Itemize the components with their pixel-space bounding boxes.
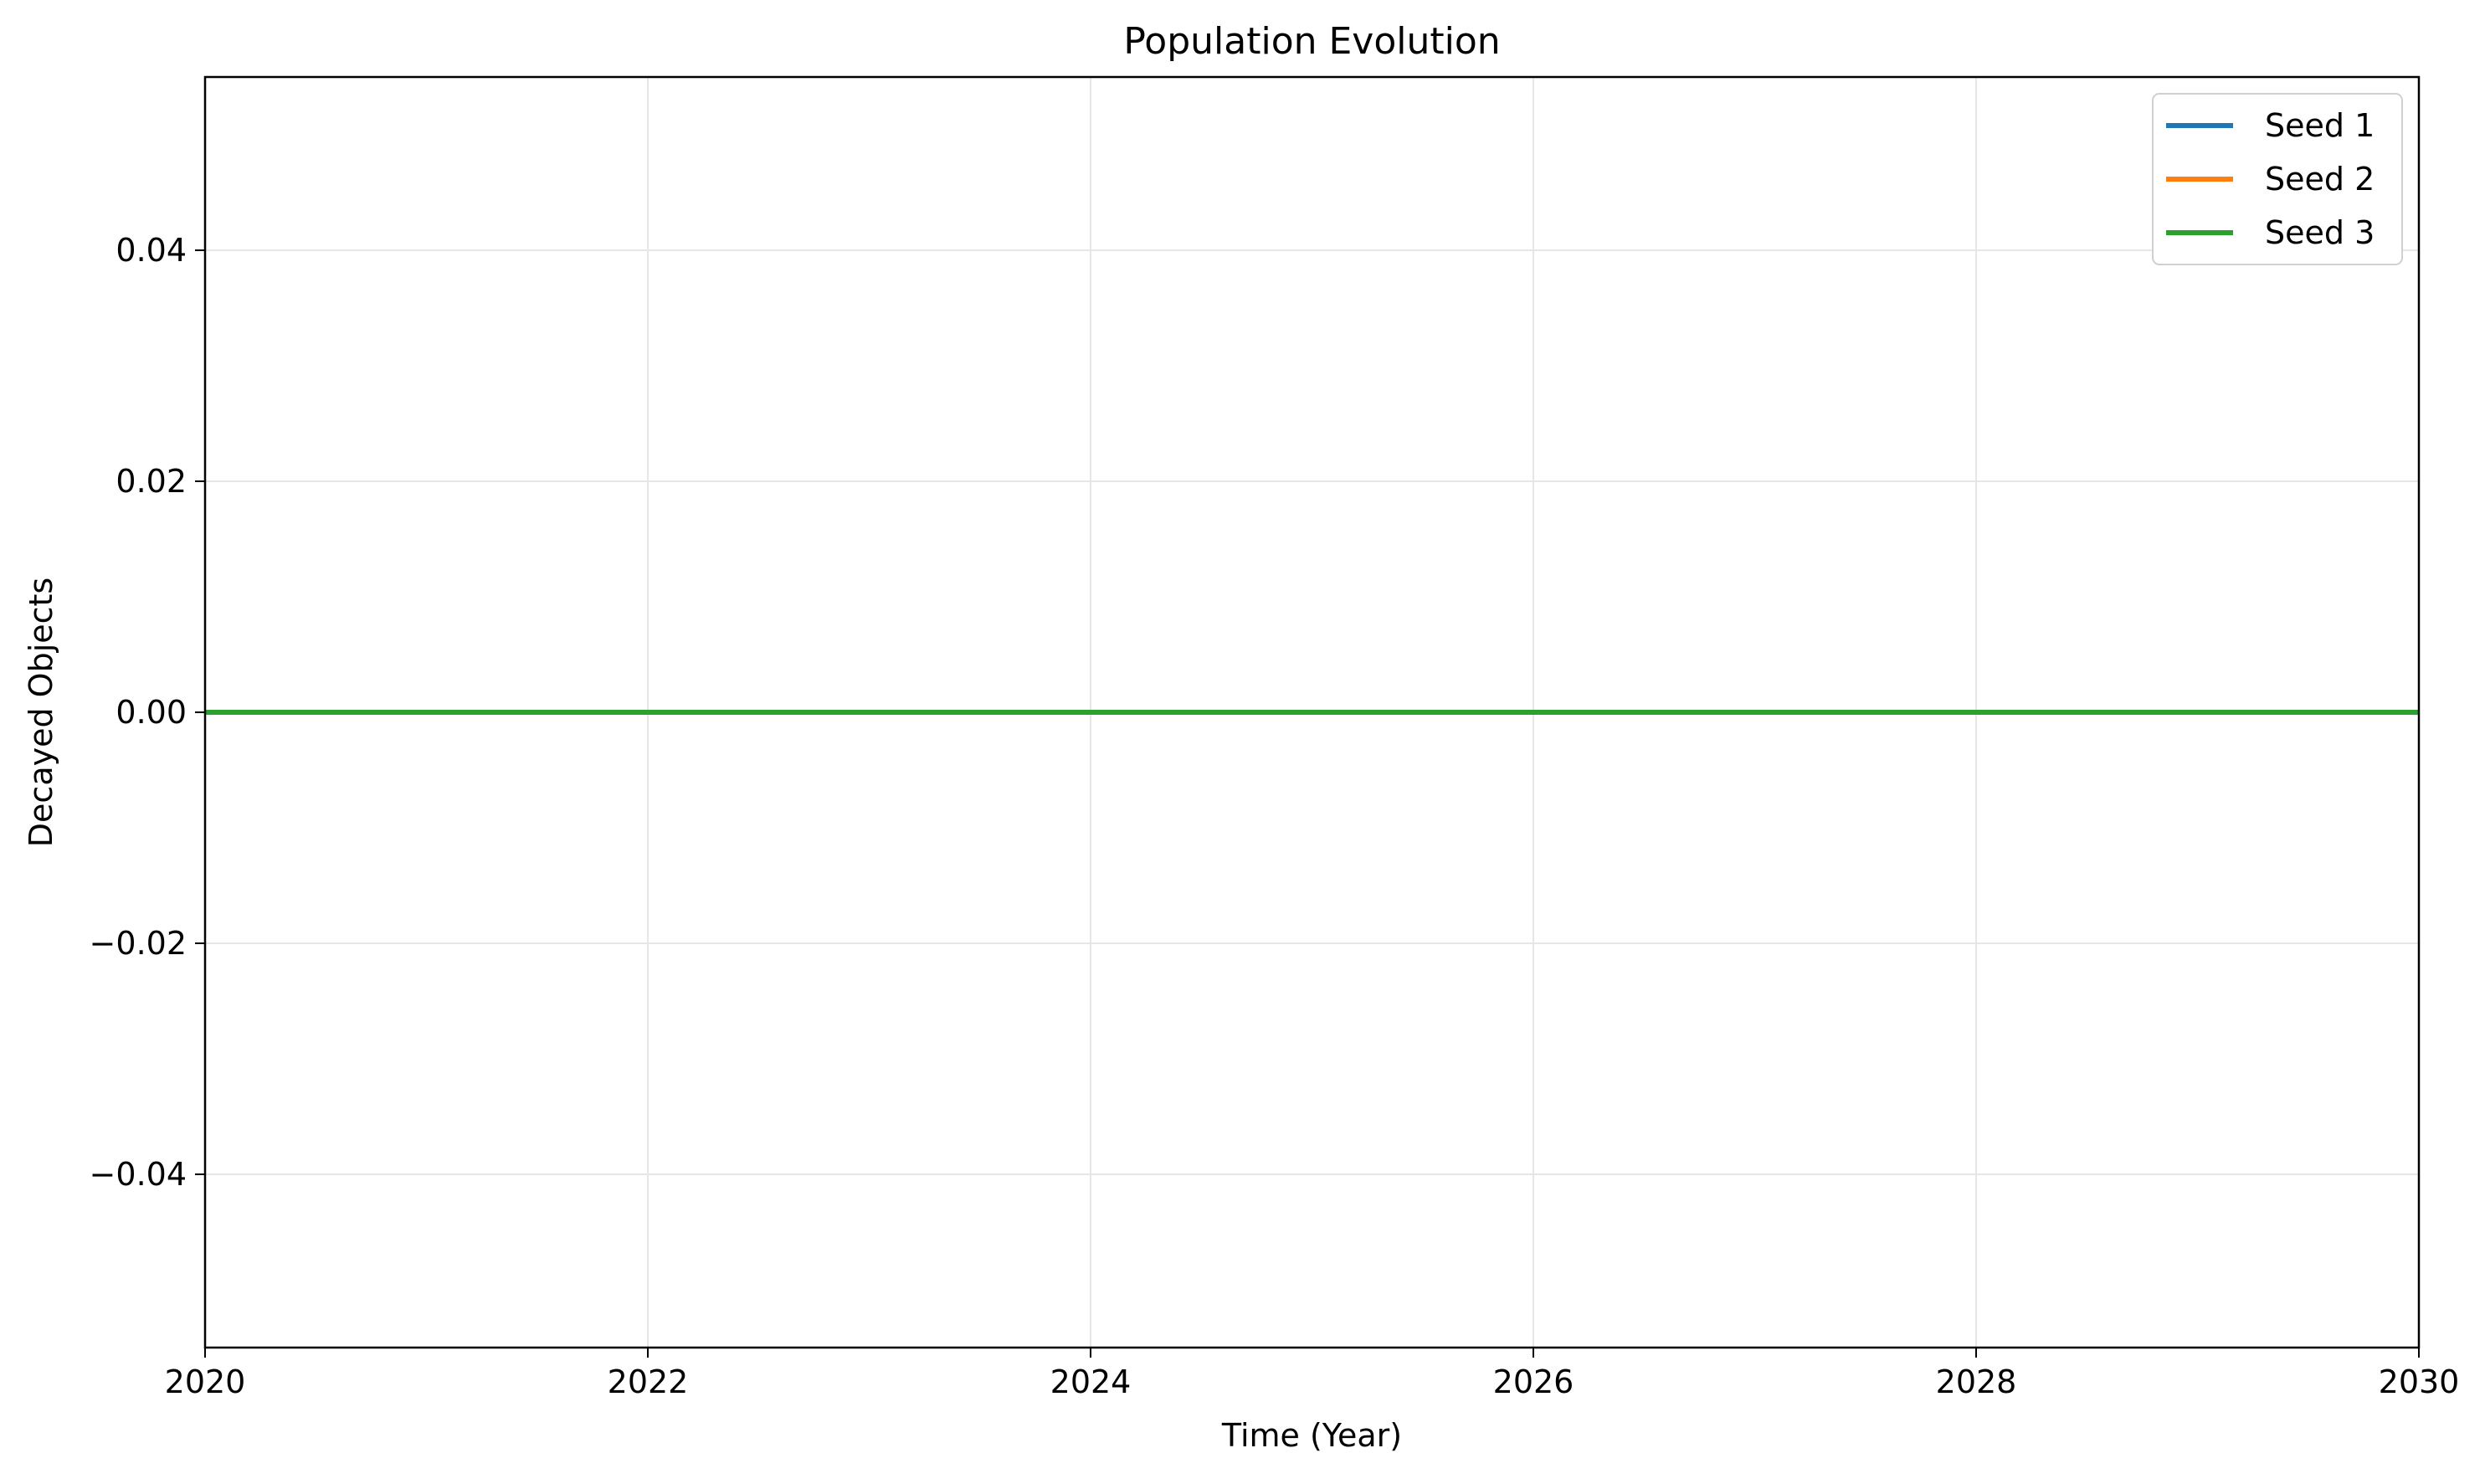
legend: Seed 1 Seed 2 Seed 3 <box>2152 93 2403 265</box>
x-tick-label: 2020 <box>165 1363 246 1400</box>
x-axis-ticks: 2020 2022 2024 2026 2028 2030 <box>165 1348 2460 1400</box>
x-tick-label: 2022 <box>608 1363 689 1400</box>
x-tick-label: 2026 <box>1493 1363 1574 1400</box>
y-axis-ticks: −0.04 −0.02 0.00 0.02 0.04 <box>90 232 205 1193</box>
y-tick-label: −0.02 <box>90 925 187 962</box>
legend-label-3: Seed 3 <box>2265 214 2375 251</box>
y-tick-label: 0.00 <box>116 694 187 731</box>
x-tick-label: 2028 <box>1936 1363 2017 1400</box>
y-tick-label: −0.04 <box>90 1156 187 1193</box>
legend-box <box>2152 93 2403 265</box>
x-tick-label: 2024 <box>1050 1363 1132 1400</box>
x-axis-label: Time (Year) <box>1221 1417 1402 1454</box>
legend-label-1: Seed 1 <box>2265 107 2375 144</box>
y-tick-label: 0.04 <box>116 232 187 269</box>
y-axis-label: Decayed Objects <box>23 578 59 847</box>
legend-label-2: Seed 2 <box>2265 161 2375 198</box>
y-tick-label: 0.02 <box>116 463 187 500</box>
x-tick-label: 2030 <box>2379 1363 2460 1400</box>
chart-title: Population Evolution <box>1123 20 1500 63</box>
